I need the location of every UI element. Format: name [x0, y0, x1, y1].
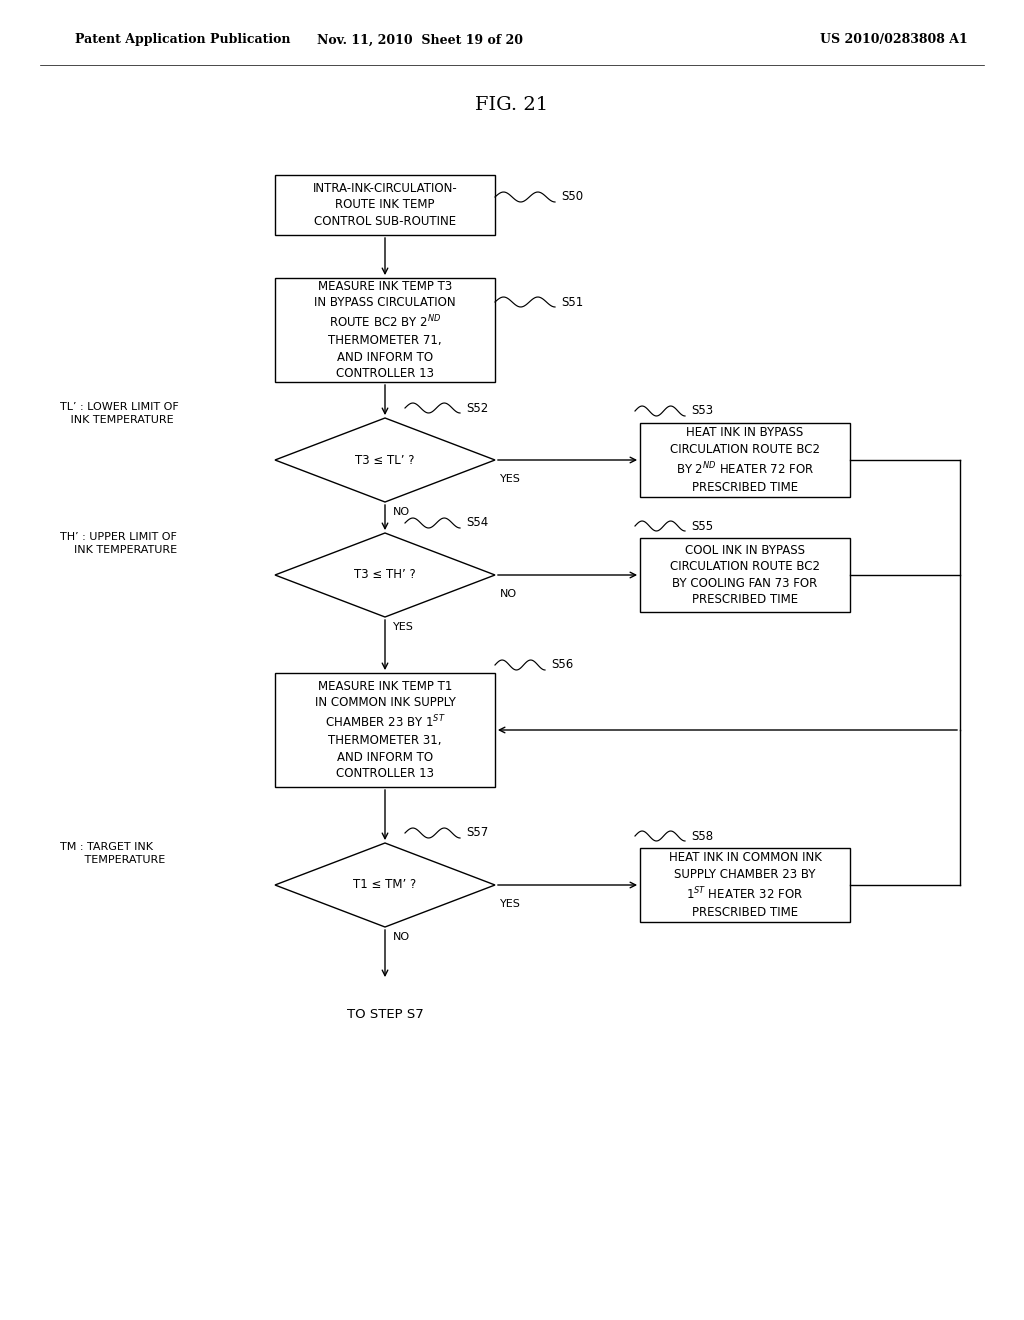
Text: T3 ≤ TL’ ?: T3 ≤ TL’ ?: [355, 454, 415, 466]
Text: TH’ : UPPER LIMIT OF
    INK TEMPERATURE: TH’ : UPPER LIMIT OF INK TEMPERATURE: [60, 532, 177, 554]
Bar: [275, 673, 495, 787]
Text: T1 ≤ TM’ ?: T1 ≤ TM’ ?: [353, 879, 417, 891]
Text: YES: YES: [500, 899, 521, 909]
Text: S58: S58: [691, 829, 713, 842]
Text: NO: NO: [393, 932, 411, 942]
Text: Nov. 11, 2010  Sheet 19 of 20: Nov. 11, 2010 Sheet 19 of 20: [317, 33, 523, 46]
Polygon shape: [275, 533, 495, 616]
Text: S54: S54: [466, 516, 488, 529]
Text: TO STEP S7: TO STEP S7: [347, 1008, 423, 1022]
Text: TM : TARGET INK
       TEMPERATURE: TM : TARGET INK TEMPERATURE: [60, 842, 165, 865]
Text: S51: S51: [561, 296, 584, 309]
Text: INTRA-INK-CIRCULATION-
ROUTE INK TEMP
CONTROL SUB-ROUTINE: INTRA-INK-CIRCULATION- ROUTE INK TEMP CO…: [312, 182, 458, 228]
Bar: [640, 422, 850, 498]
Text: NO: NO: [500, 589, 517, 599]
Bar: [275, 279, 495, 381]
Polygon shape: [275, 843, 495, 927]
Text: TL’ : LOWER LIMIT OF
   INK TEMPERATURE: TL’ : LOWER LIMIT OF INK TEMPERATURE: [60, 401, 179, 425]
Text: FIG. 21: FIG. 21: [475, 96, 549, 114]
Text: NO: NO: [393, 507, 411, 517]
Text: COOL INK IN BYPASS
CIRCULATION ROUTE BC2
BY COOLING FAN 73 FOR
PRESCRIBED TIME: COOL INK IN BYPASS CIRCULATION ROUTE BC2…: [670, 544, 820, 606]
Text: T3 ≤ TH’ ?: T3 ≤ TH’ ?: [354, 569, 416, 582]
Text: US 2010/0283808 A1: US 2010/0283808 A1: [820, 33, 968, 46]
Bar: [275, 176, 495, 235]
Text: Patent Application Publication: Patent Application Publication: [75, 33, 291, 46]
Text: MEASURE INK TEMP T3
IN BYPASS CIRCULATION
ROUTE BC2 BY 2$^{ND}$
THERMOMETER 71,
: MEASURE INK TEMP T3 IN BYPASS CIRCULATIO…: [314, 280, 456, 380]
Polygon shape: [275, 418, 495, 502]
Text: YES: YES: [393, 622, 414, 632]
Text: S57: S57: [466, 826, 488, 840]
Text: S52: S52: [466, 401, 488, 414]
Bar: [640, 847, 850, 921]
Text: S50: S50: [561, 190, 583, 203]
Text: YES: YES: [500, 474, 521, 484]
Text: S53: S53: [691, 404, 713, 417]
Text: S56: S56: [551, 659, 573, 672]
Text: MEASURE INK TEMP T1
IN COMMON INK SUPPLY
CHAMBER 23 BY 1$^{ST}$
THERMOMETER 31,
: MEASURE INK TEMP T1 IN COMMON INK SUPPLY…: [314, 680, 456, 780]
Text: HEAT INK IN COMMON INK
SUPPLY CHAMBER 23 BY
1$^{ST}$ HEATER 32 FOR
PRESCRIBED TI: HEAT INK IN COMMON INK SUPPLY CHAMBER 23…: [669, 851, 821, 919]
Text: S55: S55: [691, 520, 713, 532]
Text: HEAT INK IN BYPASS
CIRCULATION ROUTE BC2
BY 2$^{ND}$ HEATER 72 FOR
PRESCRIBED TI: HEAT INK IN BYPASS CIRCULATION ROUTE BC2…: [670, 426, 820, 494]
Bar: [640, 539, 850, 612]
